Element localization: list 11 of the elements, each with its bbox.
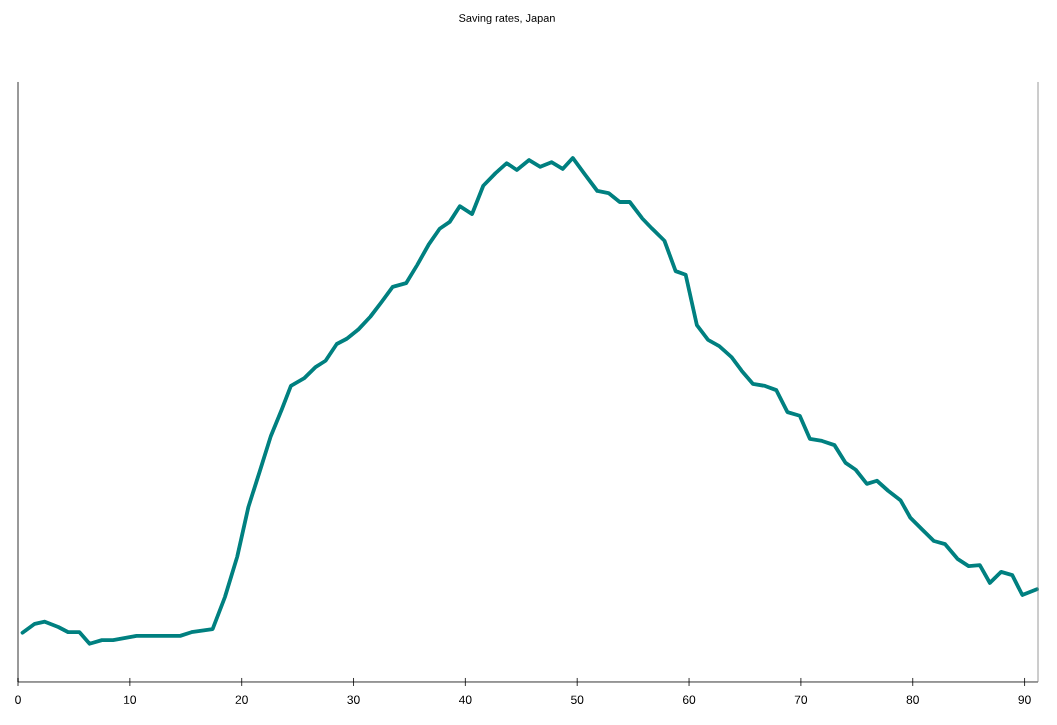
x-tick-label: 0 bbox=[15, 695, 21, 704]
chart-title: Saving rates, Japan bbox=[459, 13, 555, 25]
x-tick-label: 70 bbox=[794, 695, 808, 704]
x-tick-label: 50 bbox=[571, 695, 584, 704]
x-tick-label: 80 bbox=[906, 695, 919, 704]
x-tick-label: 20 bbox=[235, 695, 248, 704]
x-tick-label: 60 bbox=[683, 695, 696, 704]
x-tick-label: 40 bbox=[459, 695, 472, 704]
x-tick-label: 10 bbox=[124, 695, 137, 704]
x-tick-label: 90 bbox=[1018, 695, 1031, 704]
x-tick-label: 30 bbox=[347, 695, 360, 704]
